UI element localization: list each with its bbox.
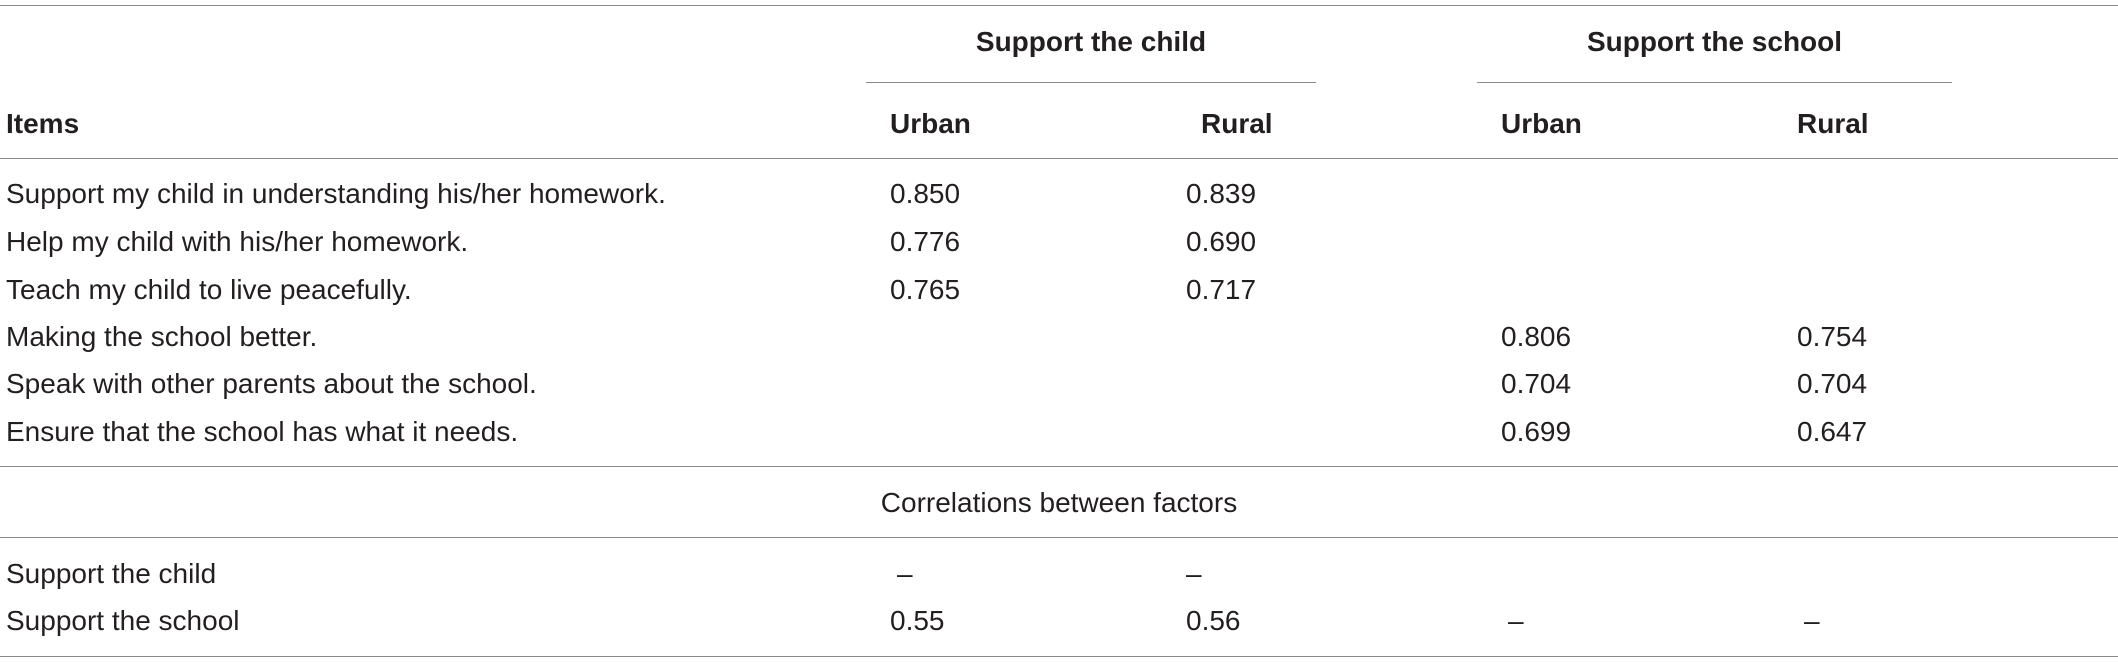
correlations-label-rule [0,537,2118,538]
column-header-school-urban: Urban [1501,108,1582,139]
row-item-label: Teach my child to live peacefully. [6,274,412,305]
correlation-value-school-rural: – [1804,605,1820,636]
column-header-items: Items [6,108,80,139]
table-top-rule [0,5,2118,6]
row-value-child-urban: 0.776 [890,226,961,257]
correlation-value-school-urban: – [1508,605,1524,636]
correlation-value-child-rural: – [1186,558,1202,589]
column-header-school-rural: Rural [1797,108,1869,139]
correlation-item-label: Support the school [6,605,240,636]
row-value-child-rural: 0.717 [1186,274,1257,305]
row-value-child-rural: 0.839 [1186,178,1257,209]
row-value-school-rural: 0.647 [1797,416,1868,447]
group-header-school: Support the school [1586,26,1843,57]
row-value-school-rural: 0.754 [1797,321,1868,352]
row-item-label: Making the school better. [6,321,318,352]
row-value-school-urban: 0.806 [1501,321,1572,352]
row-item-label: Help my child with his/her homework. [6,226,469,257]
group-header-child: Support the child [975,26,1207,57]
row-value-school-urban: 0.699 [1501,416,1572,447]
row-value-child-urban: 0.765 [890,274,961,305]
row-value-school-urban: 0.704 [1501,368,1572,399]
row-item-label: Ensure that the school has what it needs… [6,416,519,447]
row-item-label: Speak with other parents about the schoo… [6,368,537,399]
child-group-rule [866,82,1316,83]
school-group-rule [1477,82,1952,83]
table-bottom-rule [0,656,2118,657]
row-value-school-rural: 0.704 [1797,368,1868,399]
row-value-child-urban: 0.850 [890,178,961,209]
column-header-child-urban: Urban [890,108,971,139]
body-bottom-rule [0,466,2118,467]
correlation-value-child-urban: 0.55 [890,605,945,636]
correlations-label: Correlations between factors [880,487,1238,518]
correlation-item-label: Support the child [6,558,217,589]
header-bottom-rule [0,158,2118,159]
correlation-value-child-urban: – [897,558,913,589]
row-item-label: Support my child in understanding his/he… [6,178,666,209]
correlation-value-child-rural: 0.56 [1186,605,1241,636]
column-header-child-rural: Rural [1201,108,1273,139]
row-value-child-rural: 0.690 [1186,226,1257,257]
